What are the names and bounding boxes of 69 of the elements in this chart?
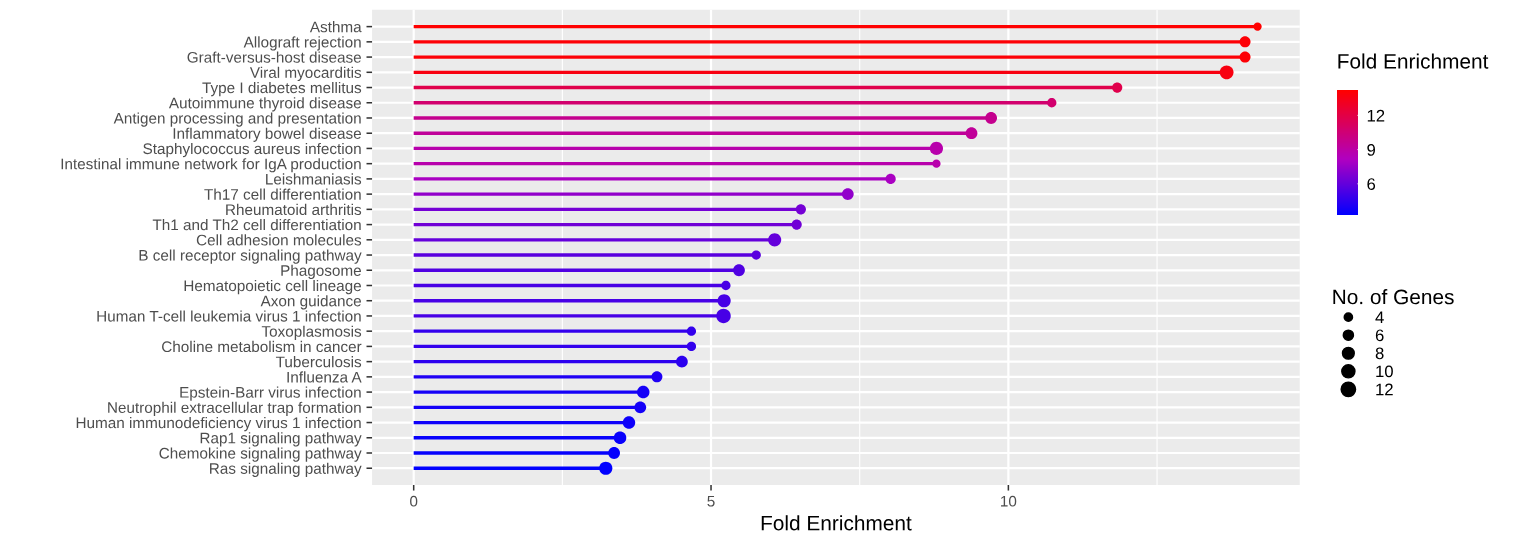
point [1112, 82, 1123, 93]
y-tick-label: Leishmaniasis [266, 173, 362, 185]
point [841, 188, 854, 201]
y-tick-label: Influenza A [287, 371, 362, 383]
point [721, 280, 731, 291]
legend-label: 8 [1375, 347, 1384, 360]
y-tick-label: Phagosome [281, 264, 361, 279]
y-tick-label: Axon guidance [260, 295, 361, 310]
point [1239, 36, 1251, 48]
x-tick-label: 0 [410, 495, 418, 507]
point [768, 233, 782, 247]
point [717, 294, 731, 308]
color-bar-title: Fold Enrichment [1338, 53, 1489, 69]
y-tick-label: Ras signaling pathway [210, 462, 362, 477]
y-tick-label: Intestinal immune network for IgA production [61, 158, 361, 173]
point [1239, 51, 1251, 63]
y-tick-label: Cell adhesion molecules [196, 234, 362, 246]
point [733, 264, 745, 277]
y-tick-label: Th1 and Th2 cell differentiation [152, 219, 361, 231]
y-tick-label: Viral myocarditis [249, 66, 362, 82]
y-tick-label: Neutrophil extracellular trap formation [108, 401, 361, 417]
color-bar-label: 6 [1367, 178, 1376, 190]
point [613, 431, 627, 445]
point [651, 371, 663, 383]
point [634, 401, 647, 414]
y-tick-label: B cell receptor signaling pathway [139, 249, 362, 264]
point [1047, 98, 1057, 108]
legend-title: No. of Genes [1333, 289, 1454, 305]
point [686, 341, 697, 352]
y-tick-label: Asthma [309, 21, 362, 33]
point [791, 219, 802, 230]
y-tick-label: Rheumatoid arthritis [226, 203, 362, 216]
y-tick-label: Autoimmune thyroid disease [168, 97, 361, 112]
legend-label: 10 [1376, 365, 1393, 378]
legend-label: 6 [1375, 329, 1384, 342]
y-tick-label: Type I diabetes mellitus [202, 81, 362, 97]
x-axis-title: Fold Enrichment [761, 515, 912, 531]
point [795, 204, 806, 215]
point [608, 447, 620, 459]
y-tick-label: Chemokine signaling pathway [159, 447, 362, 462]
point [985, 112, 998, 124]
y-tick-label: Tuberculosis [275, 356, 362, 368]
color-bar-label: 12 [1367, 109, 1385, 122]
y-tick-label: Toxoplasmosis [261, 325, 362, 340]
point [636, 385, 650, 399]
y-tick-label: Rap1 signaling pathway [200, 432, 362, 447]
x-tick-label: 5 [707, 495, 715, 507]
legend-label: 4 [1375, 311, 1384, 323]
point [751, 250, 761, 260]
point [676, 355, 688, 368]
y-tick-label: Antigen processing and presentation [113, 112, 361, 127]
y-tick-label: Graft-versus-host disease [187, 51, 361, 63]
color-bar-label: 9 [1367, 143, 1376, 156]
y-tick-label: Allograft rejection [243, 36, 361, 51]
point [686, 326, 697, 336]
y-tick-label: Epstein-Barr virus infection [180, 386, 361, 401]
point [965, 127, 978, 140]
y-tick-label: Choline metabolism in cancer [162, 340, 362, 353]
x-tick-label: 10 [1001, 495, 1017, 507]
point [622, 416, 636, 429]
y-tick-label: Human immunodeficiency virus 1 infection [76, 417, 361, 432]
legend-label: 12 [1376, 383, 1393, 396]
y-tick-label: Hematopoietic cell lineage [184, 279, 361, 295]
point [885, 173, 896, 184]
point [599, 461, 613, 475]
y-tick-label: Th17 cell differentiation [204, 188, 361, 200]
y-tick-label: Inflammatory bowel disease [173, 127, 361, 142]
y-tick-label: Human T-cell leukemia virus 1 infection [97, 310, 361, 322]
y-tick-label: Staphylococcus aureus infection [143, 142, 361, 158]
